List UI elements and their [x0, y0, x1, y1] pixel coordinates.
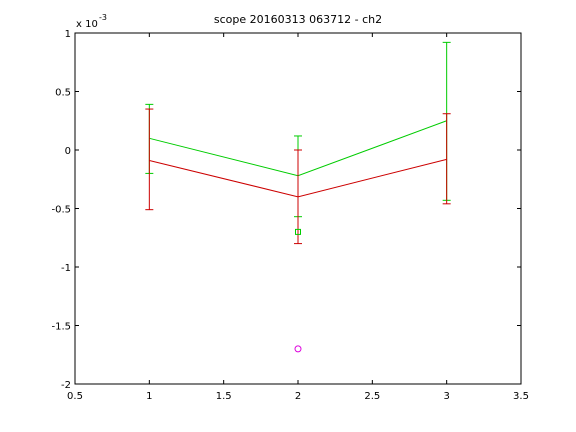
chart-title: scope 20160313 063712 - ch2: [214, 13, 382, 26]
y-tick-label: -0.5: [51, 205, 71, 216]
circle-marker: [294, 345, 302, 353]
y-axis-multiplier: x 10 -3: [76, 13, 107, 30]
y-tick-label: 0: [65, 146, 71, 157]
y-tick-label: 0.5: [55, 88, 71, 99]
x-tick-label: 3.5: [513, 391, 529, 402]
x-tick-label: 2: [295, 391, 301, 402]
multiplier-exponent: -3: [99, 13, 107, 22]
x-tick-label: 1.5: [216, 391, 232, 402]
multiplier-base: x 10: [76, 19, 98, 30]
x-tick-label: 0.5: [67, 391, 83, 402]
square-marker: [295, 228, 301, 235]
y-tick-label: -1: [61, 263, 71, 274]
x-tick-label: 3: [443, 391, 449, 402]
y-tick-label: -1.5: [51, 322, 71, 333]
y-tick-label: -2: [61, 380, 71, 391]
y-tick-label: 1: [65, 29, 71, 40]
x-tick-label: 2.5: [364, 391, 380, 402]
x-tick-label: 1: [146, 391, 152, 402]
